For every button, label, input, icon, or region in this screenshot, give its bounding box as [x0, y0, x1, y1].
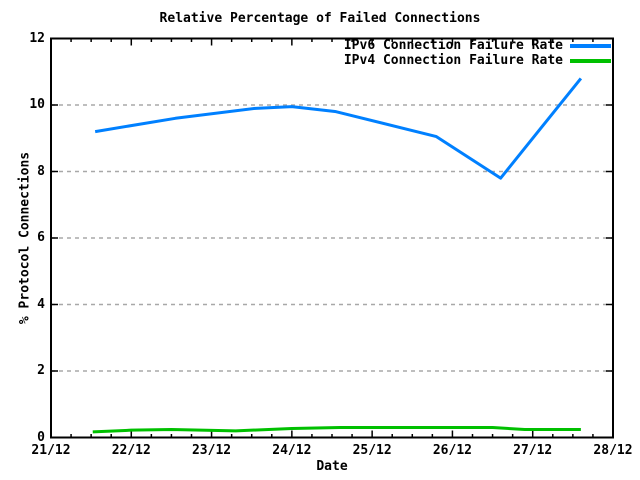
- x-tick-label: 28/12: [593, 443, 633, 458]
- legend-label-ipv4: IPv4 Connection Failure Rate: [343, 53, 563, 68]
- x-tick-label: 25/12: [352, 443, 392, 458]
- x-tick-label: 26/12: [432, 443, 472, 458]
- x-tick-label: 23/12: [191, 443, 232, 458]
- legend-row-ipv4: IPv4 Connection Failure Rate: [344, 53, 611, 68]
- legend-label-ipv6: IPv6 Connection Failure Rate: [343, 38, 563, 53]
- y-tick-label: 6: [37, 230, 45, 245]
- legend: IPv6 Connection Failure Rate IPv4 Connec…: [344, 38, 611, 68]
- legend-line-sample-ipv6: [570, 43, 611, 48]
- y-tick-label: 10: [29, 97, 45, 112]
- x-tick-label: 22/12: [111, 443, 151, 458]
- x-tick-label: 24/12: [272, 443, 312, 458]
- x-tick-label: 27/12: [513, 443, 553, 458]
- y-tick-label: 8: [37, 163, 45, 179]
- y-tick-label: 12: [29, 30, 45, 46]
- legend-row-ipv6: IPv6 Connection Failure Rate: [344, 38, 611, 53]
- legend-line-sample-ipv4: [570, 58, 611, 63]
- y-tick-label: 4: [37, 296, 45, 312]
- y-tick-label: 0: [37, 429, 45, 445]
- x-axis-label: Date: [316, 459, 348, 474]
- x-tick-label: 21/12: [31, 443, 71, 458]
- chart-title: Relative Percentage of Failed Connection…: [159, 11, 481, 26]
- y-tick-label: 2: [37, 363, 45, 378]
